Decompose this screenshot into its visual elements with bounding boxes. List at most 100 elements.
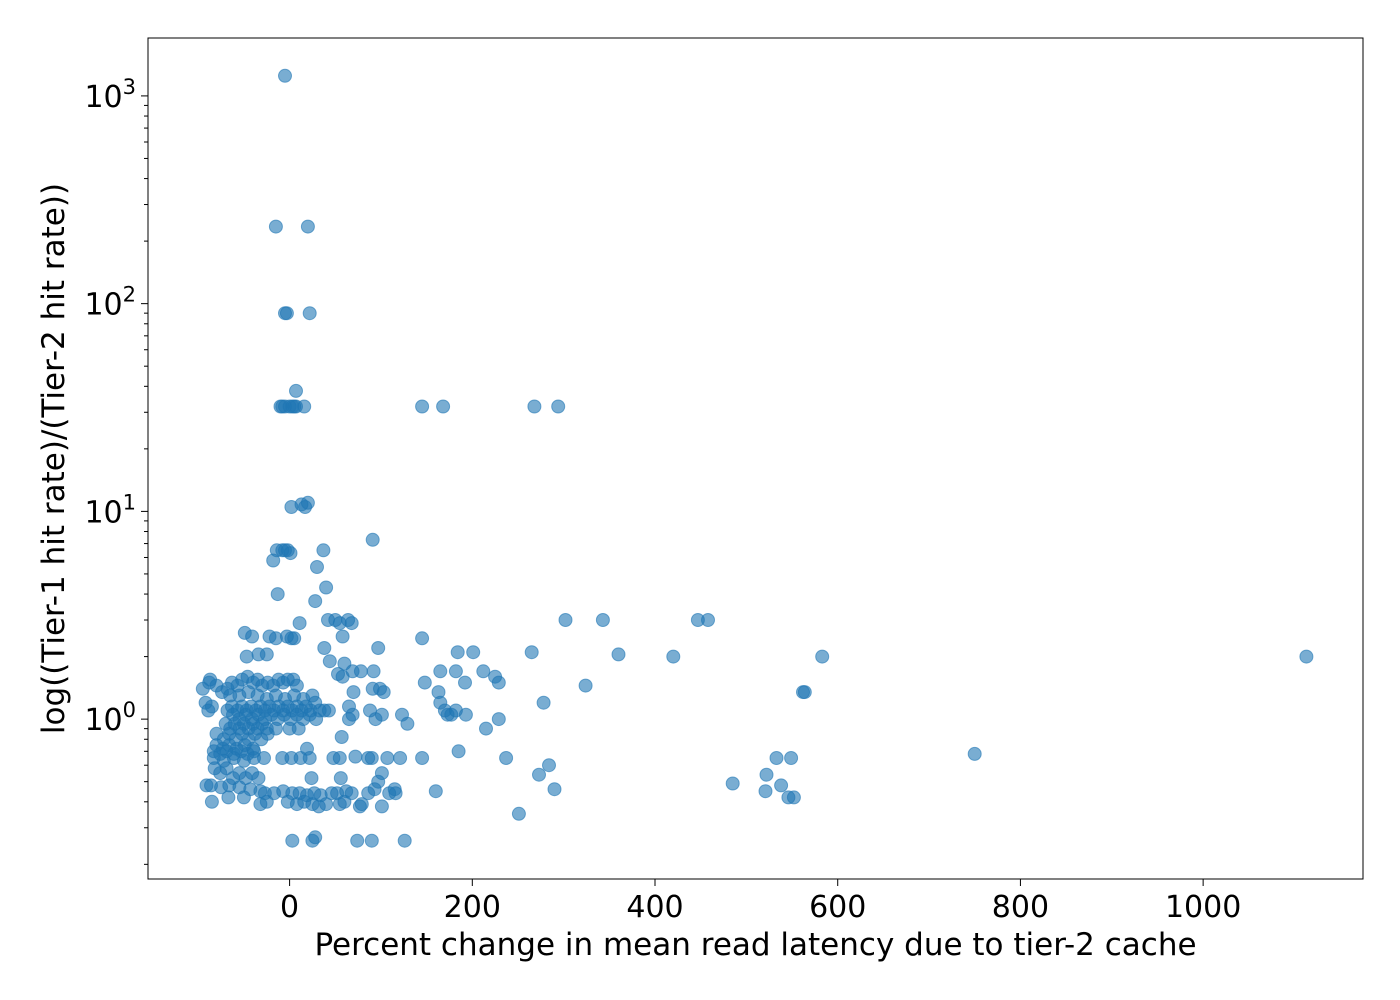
data-point xyxy=(578,678,593,693)
data-point xyxy=(415,751,430,765)
data-point xyxy=(759,767,774,782)
data-point xyxy=(451,744,466,759)
data-point xyxy=(302,306,317,321)
data-point xyxy=(786,790,801,805)
data-point xyxy=(287,631,302,646)
data-point xyxy=(300,495,315,510)
data-point xyxy=(400,716,415,731)
data-point xyxy=(310,560,324,574)
data-point xyxy=(491,675,506,690)
data-point xyxy=(239,649,254,664)
data-point xyxy=(245,629,260,644)
data-point xyxy=(499,751,514,765)
data-point xyxy=(344,616,359,631)
data-point xyxy=(257,751,271,765)
y-tick-label: 101 xyxy=(84,490,136,530)
data-point xyxy=(380,751,395,765)
x-tick-label: 0 xyxy=(280,890,299,925)
data-points xyxy=(195,68,1314,848)
data-point xyxy=(285,833,300,848)
data-point xyxy=(701,613,715,627)
data-point xyxy=(304,771,319,786)
data-point xyxy=(317,641,332,655)
data-point xyxy=(666,649,681,664)
data-point xyxy=(335,629,350,644)
x-tick-label: 600 xyxy=(809,890,866,925)
data-point xyxy=(353,664,368,679)
data-point xyxy=(308,830,323,845)
data-point xyxy=(511,806,526,821)
data-point xyxy=(388,786,403,801)
data-point xyxy=(259,647,274,662)
data-point xyxy=(364,833,379,848)
data-point xyxy=(300,219,315,234)
data-point xyxy=(417,675,432,690)
data-point xyxy=(366,664,381,679)
data-point xyxy=(259,794,274,809)
data-point xyxy=(527,399,542,414)
data-point xyxy=(309,712,324,727)
data-point xyxy=(595,613,610,627)
data-point xyxy=(967,746,982,761)
data-point xyxy=(266,553,281,568)
data-point xyxy=(342,712,356,727)
data-point xyxy=(797,685,812,700)
data-point xyxy=(774,778,789,793)
data-point xyxy=(346,685,361,700)
data-point xyxy=(532,767,546,782)
y-axis-ticks: 100 101 102 103 xyxy=(84,75,148,865)
data-point xyxy=(758,784,773,799)
data-point xyxy=(251,771,266,786)
data-point xyxy=(393,751,408,765)
data-point xyxy=(283,546,298,561)
x-axis-ticks: 0 200 400 600 800 1000 xyxy=(280,879,1241,925)
data-point xyxy=(374,707,389,722)
data-point xyxy=(458,675,472,690)
data-point xyxy=(542,758,556,773)
data-point xyxy=(350,833,365,848)
data-point xyxy=(278,68,292,83)
data-point xyxy=(204,699,219,714)
plot-frame xyxy=(147,37,1364,880)
data-point xyxy=(784,751,799,765)
data-point xyxy=(321,703,336,718)
data-point xyxy=(291,721,306,736)
data-point xyxy=(433,664,448,679)
data-point xyxy=(376,685,391,700)
data-point xyxy=(292,616,307,631)
data-point xyxy=(319,580,334,595)
data-point xyxy=(1299,649,1314,664)
data-point xyxy=(479,721,493,736)
data-point xyxy=(611,647,626,662)
data-point xyxy=(332,751,347,765)
x-tick-label: 1000 xyxy=(1165,890,1241,925)
data-point xyxy=(551,399,566,414)
data-point xyxy=(725,776,740,791)
y-axis-label: log((Tier-1 hit rate)/(Tier-2 hit rate)) xyxy=(36,183,72,734)
data-point xyxy=(476,664,491,679)
data-point xyxy=(815,649,830,664)
data-point xyxy=(268,219,283,234)
data-point xyxy=(260,726,275,741)
data-point xyxy=(371,774,386,789)
data-point xyxy=(558,613,573,627)
data-point xyxy=(466,645,481,660)
data-point xyxy=(397,833,412,848)
data-point xyxy=(415,631,430,646)
data-point xyxy=(458,707,473,722)
data-point xyxy=(337,794,352,809)
data-point xyxy=(302,751,317,765)
data-point xyxy=(204,794,219,809)
data-point xyxy=(354,797,369,812)
data-point xyxy=(364,751,379,765)
data-point xyxy=(236,790,251,805)
data-point xyxy=(428,784,443,799)
y-tick-label: 102 xyxy=(84,283,136,323)
data-point xyxy=(333,771,348,786)
data-point xyxy=(524,645,539,660)
data-point xyxy=(316,543,331,558)
data-point xyxy=(450,645,465,660)
data-point xyxy=(308,594,323,609)
data-point xyxy=(371,641,386,655)
